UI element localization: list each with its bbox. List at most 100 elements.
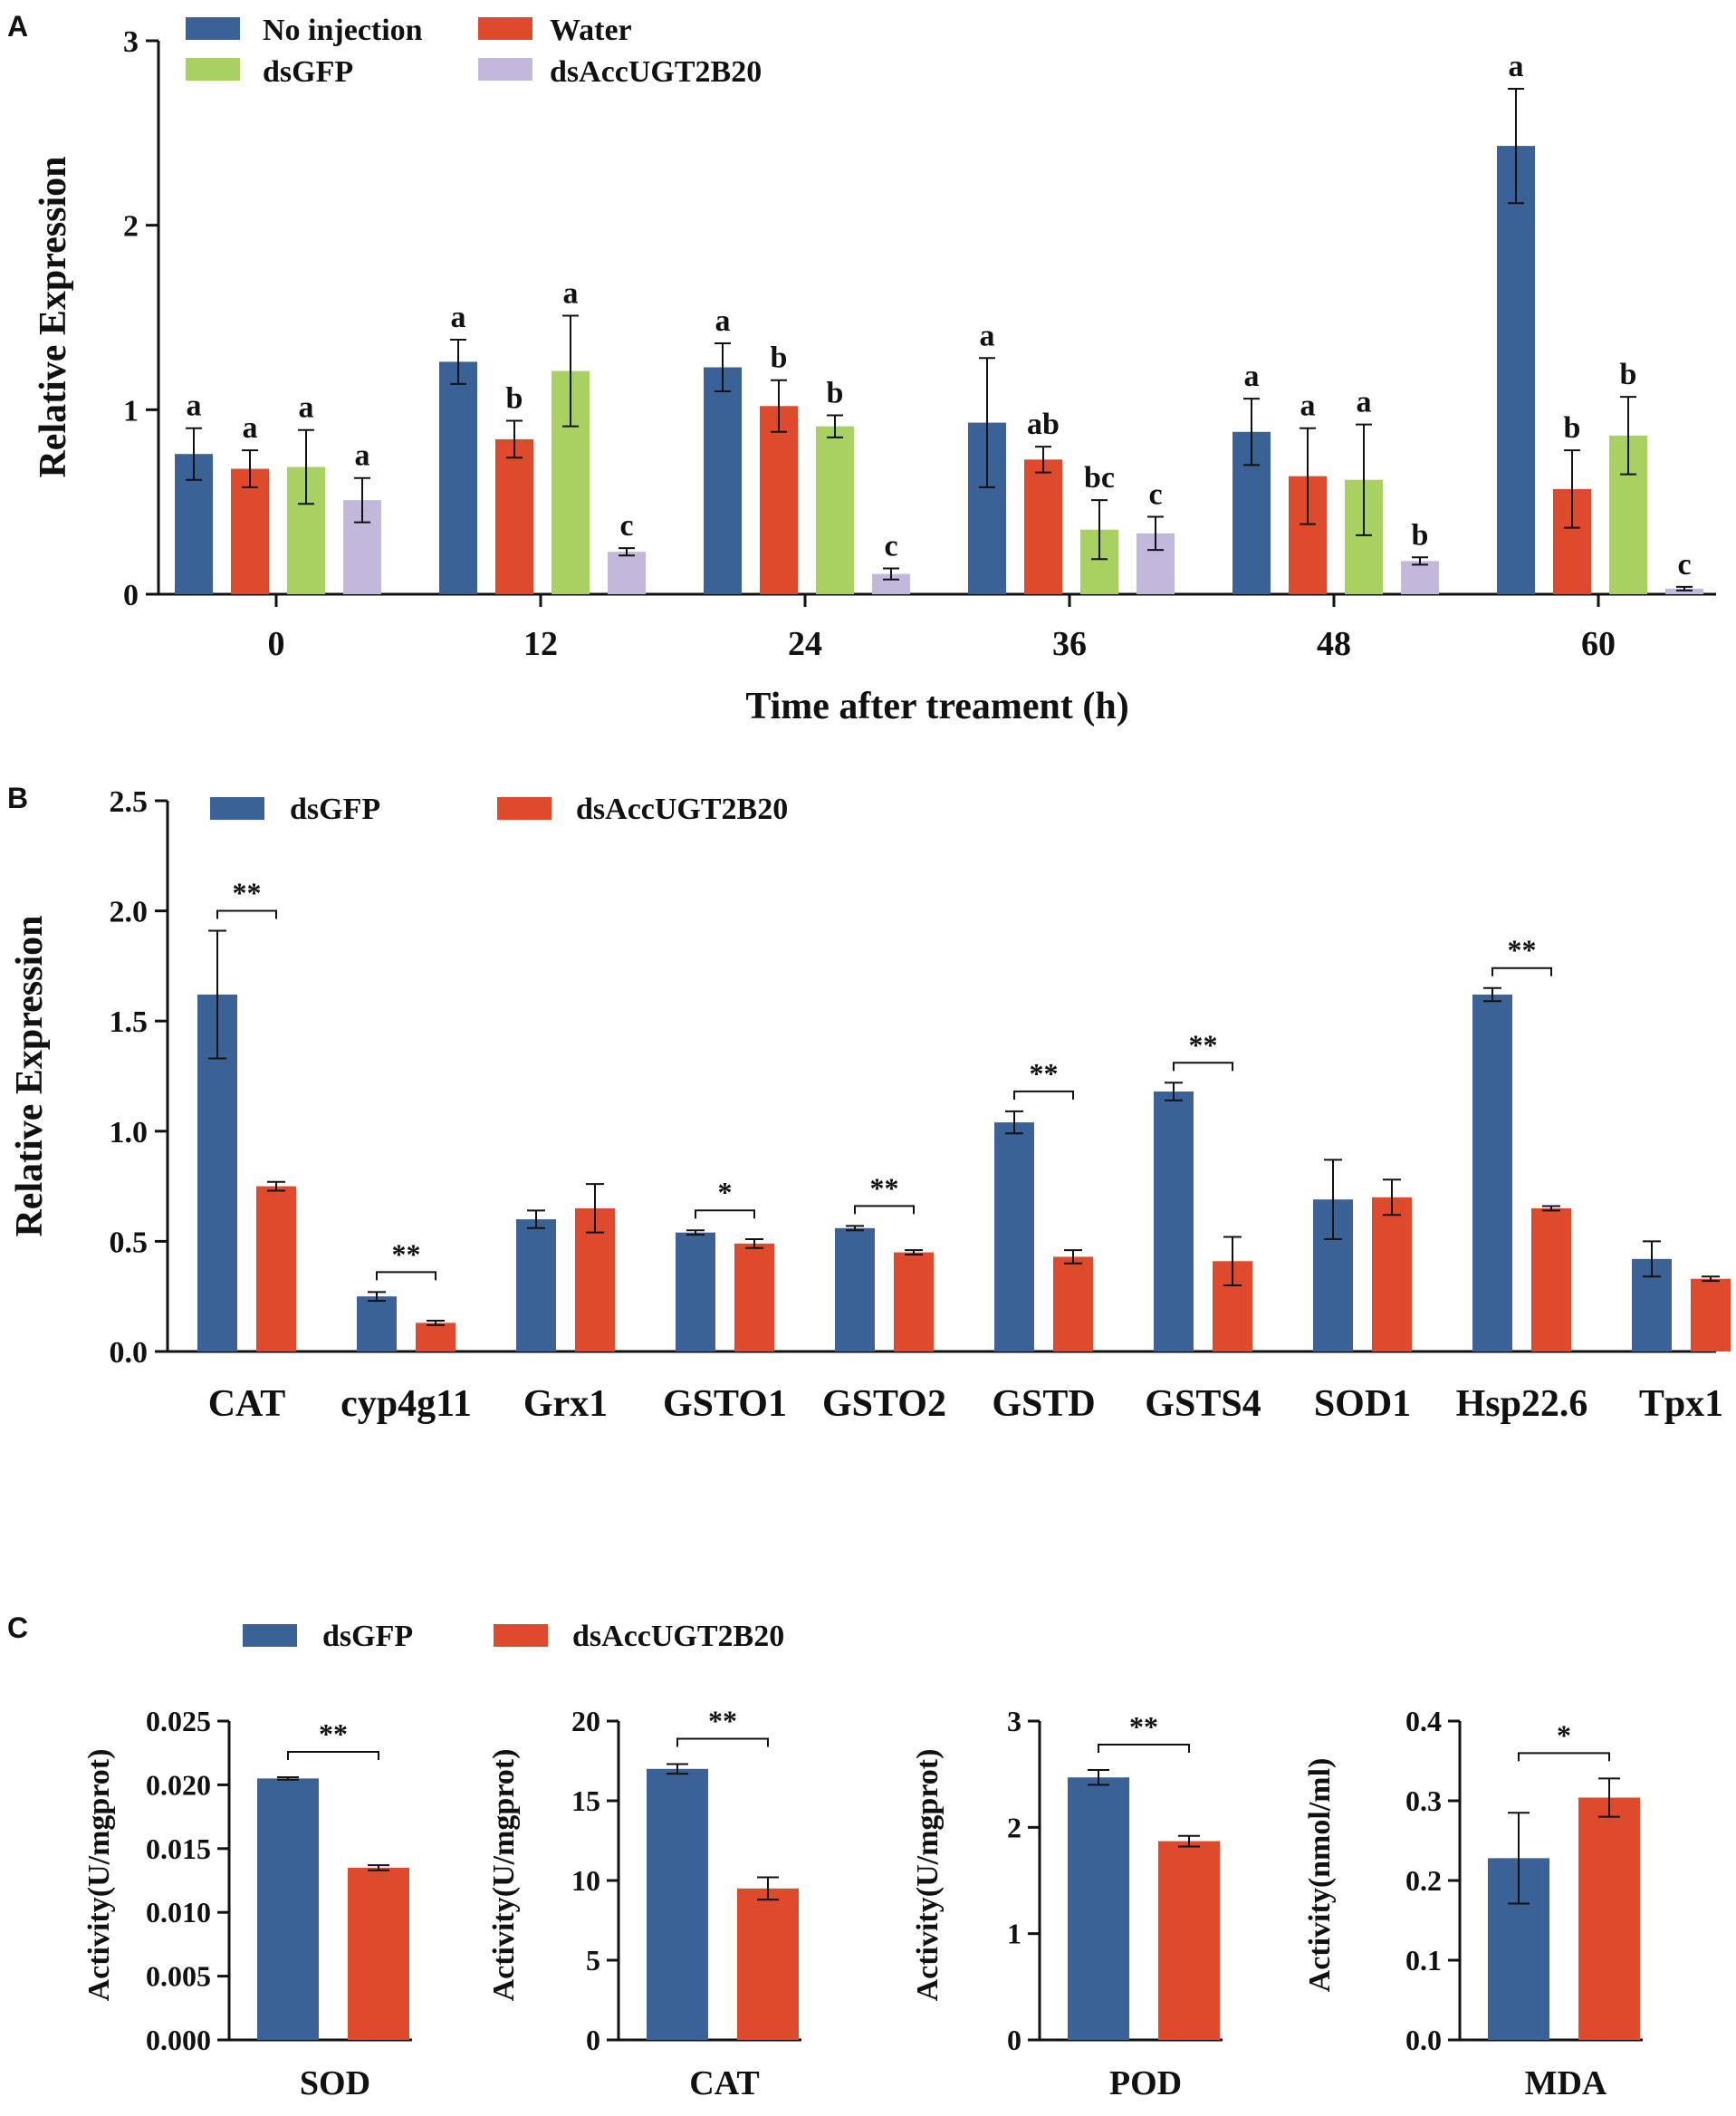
significance-bracket (216, 909, 277, 919)
x-tick-label: Tpx1 (1639, 1383, 1723, 1425)
significance-bracket (1013, 1090, 1074, 1100)
panel-b-bars: ***** ******** (197, 876, 1731, 1351)
y-tick-label: 0.025 (146, 1705, 211, 1737)
significance-letter: a (187, 390, 202, 423)
significance-letter: bc (1084, 461, 1115, 495)
y-tick-label: 0.005 (146, 1960, 211, 1993)
legend-label-water: Water (550, 14, 632, 47)
subplot-pod: 0 1 2 3 ** POD Activity(U/mgprot) (911, 1705, 1223, 2102)
y-tick-label: 0.020 (146, 1768, 211, 1801)
significance-letter: c (884, 529, 897, 563)
bar-dsaccugt2b20-sod1 (1372, 1197, 1412, 1351)
significance-letter: a (1357, 386, 1372, 419)
bar-dsaccugt2b20-24h (872, 573, 910, 594)
significance-bracket (1173, 1062, 1233, 1072)
panel-a-x-ticks: 0 12 24 36 48 60 (268, 594, 1616, 663)
bar-no-injection-24h (704, 367, 742, 594)
significance-letter: b (771, 341, 788, 375)
bar-dsgfp (257, 1778, 319, 2040)
panel-a-x-label: Time after treament (h) (745, 686, 1128, 727)
subplot-mda: 0.0 0.1 0.2 0.3 0.4 * MDA Activity(nmol/ml) (1303, 1705, 1643, 2102)
bar-dsaccugt2b20 (737, 1888, 799, 2040)
y-tick-label: 0.2 (1405, 1864, 1442, 1897)
significance-bracket (1518, 1752, 1610, 1762)
x-label: SOD (300, 2064, 370, 2102)
significance-letter: a (243, 411, 258, 445)
panel-b: B dsGFP dsAccUGT2B20 0.00.51.01.52.02.5 … (7, 782, 1731, 1425)
legend-swatch-dsaccugt2b20 (494, 1624, 548, 1647)
bar-dsaccugt2b20-gstd (1053, 1256, 1093, 1351)
legend-label-dsgfp: dsGFP (290, 793, 380, 826)
significance-letter: ab (1027, 408, 1060, 441)
x-tick-label: SOD1 (1314, 1383, 1411, 1425)
significance-label: * (1557, 1718, 1571, 1751)
significance-label: ** (1508, 934, 1537, 967)
significance-letter: a (715, 304, 731, 338)
y-tick-label: 0.1 (1405, 1944, 1442, 1977)
significance-letter: a (1300, 390, 1316, 423)
y-tick-label: 15 (571, 1784, 600, 1817)
panel-a-label: A (7, 10, 28, 43)
x-tick-label: Grx1 (523, 1383, 608, 1425)
panel-b-x-ticks: CAT cyp4g11 Grx1 GSTO1 GSTO2 GSTD GSTS4 SOD1 Hsp… (208, 1383, 1723, 1425)
legend-swatch-dsgfp (186, 58, 240, 81)
y-tick-label: 0.4 (1405, 1705, 1442, 1737)
legend-label-dsaccugt2b20: dsAccUGT2B20 (550, 55, 762, 89)
y-tick-label: 0.0 (110, 1336, 149, 1370)
bar-dsgfp-gsto2 (835, 1227, 875, 1351)
x-tick-label: 48 (1317, 625, 1351, 663)
panel-b-y-ticks: 0.0 0.5 1.0 1.5 2.0 2.5 (110, 785, 168, 1370)
x-tick-label: GSTO1 (663, 1383, 787, 1425)
significance-letter: b (506, 382, 523, 416)
significance-label: ** (392, 1237, 421, 1270)
subplot-cat: 0 5 10 15 20 ** CAT Activity(U/mgprot) (487, 1705, 801, 2102)
bar-dsaccugt2b20-hsp22.6 (1531, 1207, 1571, 1351)
y-tick-label: 2 (1007, 1811, 1021, 1843)
significance-bracket (676, 1737, 769, 1747)
legend-label-dsaccugt2b20: dsAccUGT2B20 (576, 793, 788, 826)
bar-dsgfp (647, 1768, 708, 2040)
x-tick-label: GSTS4 (1145, 1383, 1261, 1425)
legend-label-dsaccugt2b20: dsAccUGT2B20 (572, 1620, 784, 1653)
x-tick-label: GSTD (992, 1383, 1095, 1425)
x-label: MDA (1525, 2064, 1607, 2102)
bar-dsaccugt2b20-cyp4g11 (416, 1322, 456, 1351)
panel-b-legend: dsGFP dsAccUGT2B20 (210, 793, 788, 826)
y-label: Activity(U/mgprot) (82, 1749, 116, 2002)
bar-dsaccugt2b20 (1578, 1797, 1640, 2040)
significance-letter: c (1677, 548, 1691, 582)
significance-bracket (854, 1205, 915, 1215)
panel-c-label: C (7, 1611, 28, 1644)
y-tick-label: 0.010 (146, 1896, 211, 1928)
significance-letter: b (1412, 518, 1429, 552)
significance-label: ** (870, 1171, 899, 1204)
y-tick-label: 0.5 (110, 1226, 149, 1259)
x-tick-label: Hsp22.6 (1456, 1383, 1588, 1425)
bar-dsaccugt2b20-48h (1401, 561, 1439, 594)
panel-a-y-label: Relative Expression (33, 156, 74, 477)
significance-bracket (376, 1271, 436, 1281)
significance-letter: b (1620, 358, 1637, 391)
significance-letter: c (619, 509, 633, 543)
significance-letter: a (355, 439, 370, 473)
panel-b-y-label: Relative Expression (9, 915, 51, 1236)
x-tick-label: CAT (208, 1383, 286, 1425)
legend-swatch-dsgfp (243, 1624, 297, 1647)
bar-dsgfp-24h (816, 426, 854, 594)
x-tick-label: GSTO2 (822, 1383, 946, 1425)
y-label: Activity(U/mgprot) (911, 1749, 945, 2002)
legend-label-dsgfp: dsGFP (322, 1620, 413, 1653)
y-label: Activity(U/mgprot) (487, 1749, 521, 2002)
y-tick-label: 1.5 (110, 1005, 149, 1039)
x-tick-label: 0 (268, 625, 285, 663)
legend-swatch-dsaccugt2b20 (497, 797, 551, 820)
significance-label: ** (1189, 1028, 1218, 1061)
bar-dsaccugt2b20 (348, 1867, 409, 2040)
x-tick-label: 36 (1052, 625, 1087, 663)
y-tick-label: 0.3 (1405, 1784, 1442, 1817)
significance-letter: a (299, 391, 314, 425)
panel-a: A No injection Water dsGFP dsAccUGT2B20 … (7, 10, 1716, 727)
legend-swatch-no-injection (186, 17, 240, 40)
